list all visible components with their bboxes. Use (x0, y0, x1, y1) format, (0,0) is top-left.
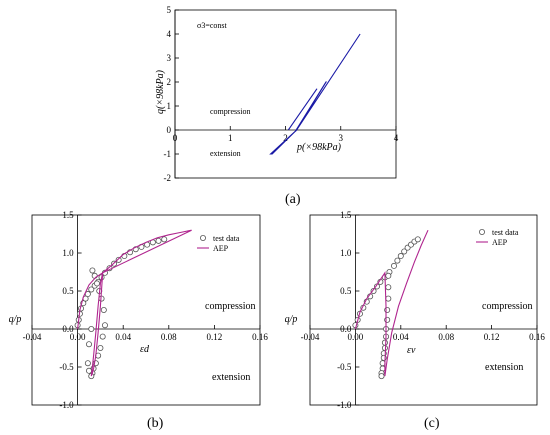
annotation: σ3=const (197, 21, 227, 30)
x-tick-label: -0.04 (301, 332, 320, 342)
data-point (99, 333, 106, 340)
plot-frame (31, 214, 261, 406)
series-line (269, 129, 297, 155)
series-line (294, 33, 361, 132)
data-point (88, 286, 95, 293)
y-axis-label: q/p (9, 314, 22, 325)
data-point (86, 341, 93, 348)
legend-entry: AEP (492, 238, 508, 247)
legend-marker (199, 234, 206, 241)
x-tick-label: 0.04 (393, 332, 409, 342)
annotation: compression (210, 107, 250, 116)
data-point (91, 272, 98, 279)
y-tick-label: 1.5 (340, 210, 352, 220)
chart-b: -0.04 0.00 0.04 0.08 0.12 0.16 -1.0 -0.5 0.0 0.5 1… (9, 210, 269, 431)
data-point (394, 257, 401, 264)
annotation: extension (212, 372, 250, 383)
annotation: extension (210, 149, 241, 158)
x-tick-label: 4 (394, 133, 399, 143)
chart-c: -0.04 0.00 0.04 0.08 0.12 0.16 -1.0 -0.5 0.0 0.5 1… (285, 210, 546, 431)
y-tick-label: -2 (164, 173, 172, 183)
annotation: compression (482, 301, 533, 312)
data-point (84, 360, 91, 367)
legend-entry: test data (492, 228, 519, 237)
data-point (97, 344, 104, 351)
x-axis-label: p(×98kPa) (296, 142, 342, 153)
data-point (401, 248, 408, 255)
data-point (378, 373, 385, 380)
y-tick-label: 1 (167, 101, 172, 111)
y-axis-label: q(×98kPa) (155, 69, 166, 114)
legend-entry: test data (213, 234, 240, 243)
y-tick-label: 0 (167, 125, 172, 135)
x-tick-label: 0.00 (70, 332, 86, 342)
series-line (287, 88, 318, 131)
x-tick-label: 0.12 (484, 332, 500, 342)
panel-label: (a) (285, 192, 301, 207)
x-tick-label: 0.08 (161, 332, 177, 342)
data-point (414, 236, 421, 243)
x-tick-label: 0.12 (207, 332, 223, 342)
data-point (390, 262, 397, 269)
x-tick-label: 0.16 (529, 332, 545, 342)
data-point (89, 267, 96, 274)
y-tick-label: -1.0 (59, 400, 74, 410)
chart-a: 0 1 2 3 4-2-1012345p(×98kPa)q(×98kPa)σ3=cons… (155, 5, 399, 207)
data-point (384, 316, 391, 323)
y-axis-label: q/p (285, 314, 298, 325)
data-point (93, 280, 100, 287)
y-tick-label: 0.5 (340, 286, 352, 296)
legend-entry: AEP (213, 244, 229, 253)
legend-marker (478, 228, 485, 235)
panel-label: (c) (424, 416, 440, 431)
data-point (385, 284, 392, 291)
data-point (86, 367, 93, 374)
y-tick-label: -0.5 (59, 362, 74, 372)
y-tick-label: 1.0 (62, 248, 74, 258)
data-point (384, 306, 391, 313)
x-tick-label: 0 (173, 133, 178, 143)
plot-frame (174, 9, 397, 179)
y-tick-label: 0.0 (62, 324, 74, 334)
y-tick-label: 2 (167, 77, 172, 87)
data-point (88, 325, 95, 332)
data-point (397, 253, 404, 260)
x-tick-label: 0.00 (348, 332, 364, 342)
y-tick-label: 5 (167, 5, 172, 15)
data-point (161, 236, 168, 243)
x-tick-label: 2 (283, 133, 288, 143)
data-point (100, 306, 107, 313)
x-tick-label: 0.04 (115, 332, 131, 342)
y-tick-label: 0.5 (62, 286, 74, 296)
panel-label: (b) (147, 416, 164, 431)
x-tick-label: 0.08 (438, 332, 454, 342)
plot-frame (309, 214, 538, 406)
annotation: compression (205, 301, 256, 312)
y-tick-label: -1 (164, 149, 172, 159)
annotation: extension (485, 362, 523, 373)
x-tick-label: 0.16 (252, 332, 268, 342)
data-point (101, 322, 108, 329)
x-tick-label: 1 (228, 133, 233, 143)
data-point (370, 287, 377, 294)
series-line (354, 229, 429, 377)
y-tick-label: 3 (167, 53, 172, 63)
series-line (77, 229, 192, 377)
y-tick-label: -1.0 (337, 400, 352, 410)
data-point (115, 256, 122, 263)
data-point (385, 272, 392, 279)
x-axis-label: εd (140, 344, 150, 355)
data-point (381, 339, 388, 346)
y-tick-label: -0.5 (337, 362, 352, 372)
x-tick-label: -0.04 (23, 332, 42, 342)
x-tick-label: 3 (339, 133, 344, 143)
data-point (385, 295, 392, 302)
x-axis-label: εv (407, 345, 416, 356)
y-tick-label: 1.5 (62, 210, 74, 220)
y-tick-label: 0.0 (340, 324, 352, 334)
y-tick-label: 4 (167, 29, 172, 39)
y-tick-label: 1.0 (340, 248, 352, 258)
data-point (155, 237, 162, 244)
